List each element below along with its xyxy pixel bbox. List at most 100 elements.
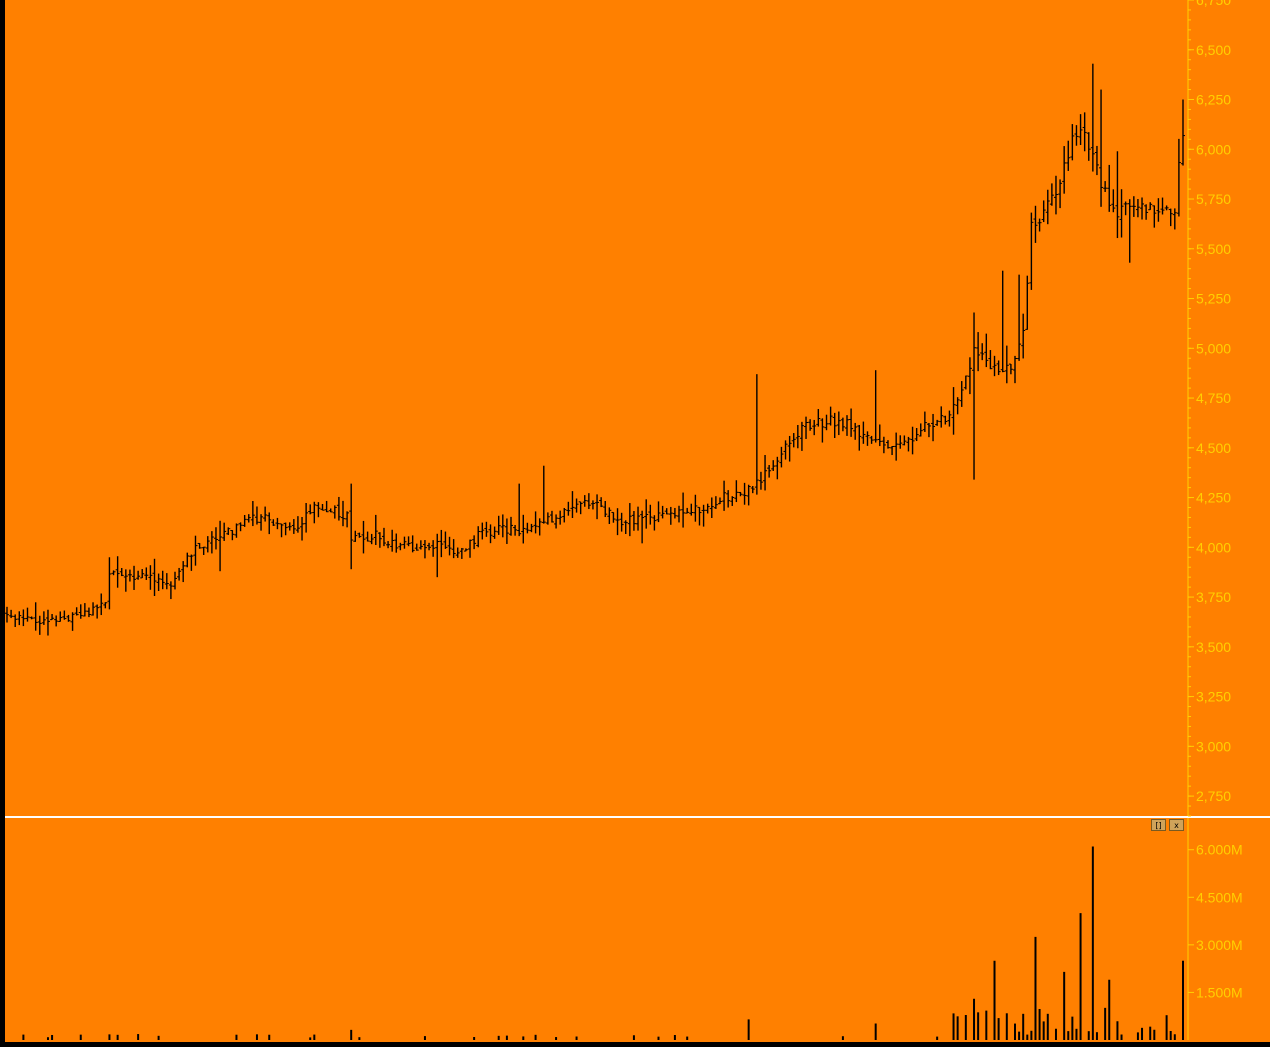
price-bar: [902, 435, 907, 446]
price-bar: [656, 501, 661, 523]
price-bar: [906, 436, 911, 452]
price-bar: [840, 417, 845, 432]
price-bar: [820, 418, 825, 443]
price-axis-tick-label: 3,750: [1196, 589, 1231, 605]
price-bar: [648, 504, 653, 525]
price-bar: [496, 515, 501, 535]
price-bar: [414, 543, 419, 551]
price-bar: [62, 610, 67, 620]
price-bar: [140, 569, 145, 579]
price-bar: [509, 516, 513, 536]
price-bar: [185, 552, 190, 568]
price-bar: [1144, 204, 1149, 220]
price-bar: [1172, 208, 1177, 230]
price-bar: [177, 567, 182, 581]
price-bar: [304, 503, 309, 533]
price-bar: [631, 511, 636, 531]
price-bar: [709, 497, 714, 519]
price-bar: [283, 522, 288, 536]
price-bar: [390, 529, 395, 552]
price-bar: [459, 547, 464, 559]
price-bar: [230, 530, 235, 541]
price-bar: [922, 411, 927, 432]
price-bar: [828, 406, 833, 426]
price-bar: [238, 522, 243, 532]
price-bar: [918, 423, 923, 437]
price-axis-tick-label: 6,500: [1196, 42, 1231, 58]
price-bar: [812, 419, 817, 436]
price-bar: [1111, 189, 1116, 213]
price-bar: [54, 615, 59, 627]
price-bar: [869, 435, 874, 444]
price-bar: [529, 523, 534, 533]
price-bar: [1082, 112, 1087, 152]
price-bar: [431, 540, 436, 557]
price-bar: [836, 411, 841, 436]
price-bar: [931, 413, 936, 442]
price-bar: [17, 611, 22, 626]
price-bar: [377, 532, 382, 548]
price-bar: [779, 446, 784, 468]
price-bar: [279, 523, 284, 538]
price-axis-tick-label: 5,000: [1196, 340, 1231, 356]
price-bar: [50, 613, 55, 621]
price-bar: [865, 431, 870, 446]
price-bar: [672, 507, 677, 519]
price-bar: [476, 526, 481, 548]
price-bar: [324, 500, 329, 513]
price-bar: [136, 570, 141, 580]
price-bar: [541, 465, 546, 524]
price-bar: [410, 535, 415, 553]
price-axis-tick-label: 5,500: [1196, 241, 1231, 257]
price-bar: [193, 535, 198, 566]
price-bar: [234, 523, 239, 538]
price-bar: [353, 530, 358, 542]
price-bar: [37, 615, 42, 635]
price-bar: [717, 497, 722, 505]
price-bar: [1115, 151, 1120, 239]
price-bar: [804, 416, 809, 439]
price-bar: [607, 507, 612, 525]
price-bar: [533, 511, 538, 534]
price-bar: [861, 421, 866, 444]
price-bar: [365, 531, 370, 542]
price-bar: [394, 533, 399, 553]
price-bar: [783, 440, 788, 460]
price-bar: [734, 480, 739, 503]
price-axis-tick-label: 4,750: [1196, 390, 1231, 406]
price-bar: [373, 514, 378, 546]
price-bar: [623, 520, 628, 535]
price-bar: [222, 522, 227, 541]
price-bar: [1090, 63, 1095, 172]
price-bar: [726, 490, 731, 508]
price-bar: [652, 515, 657, 531]
price-bar: [545, 512, 550, 525]
price-bar: [570, 491, 575, 519]
price-bar: [615, 508, 620, 536]
price-bar: [5, 606, 9, 623]
price-bar: [250, 501, 255, 527]
price-bar: [267, 512, 272, 535]
price-bar: [787, 435, 792, 462]
price-bar: [259, 514, 264, 531]
price-bar: [1140, 197, 1145, 220]
restore-pane-button[interactable]: []: [1151, 819, 1166, 831]
price-bar: [750, 486, 755, 494]
price-bar: [599, 497, 604, 508]
price-bar: [91, 602, 96, 616]
price-bar: [619, 512, 624, 532]
price-bar: [976, 332, 981, 372]
price-bar: [127, 569, 132, 582]
price-bar: [1168, 208, 1173, 227]
price-axis-tick-label: 5,750: [1196, 191, 1231, 207]
price-bar: [767, 464, 772, 478]
close-pane-button[interactable]: x: [1169, 819, 1184, 831]
price-bar: [316, 502, 321, 518]
price-bar: [1058, 179, 1063, 209]
price-bar: [99, 593, 104, 616]
price-bar: [504, 518, 509, 544]
price-bar: [123, 569, 128, 592]
pane-divider[interactable]: [5, 816, 1270, 818]
price-bar: [275, 517, 280, 530]
